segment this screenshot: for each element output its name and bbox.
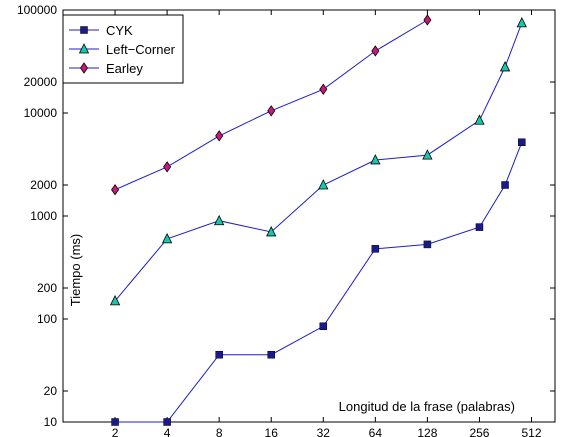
data-point-earley — [267, 105, 276, 117]
data-point-earley — [423, 14, 432, 26]
y-tick-label: 200 — [37, 281, 57, 295]
x-tick-label: 512 — [521, 426, 541, 437]
legend-marker — [78, 43, 90, 54]
data-point-cyk — [111, 418, 119, 426]
y-tick-label: 10 — [44, 415, 58, 429]
series-left-corner — [109, 16, 527, 306]
data-point-left-corner — [370, 154, 381, 165]
data-point-earley — [111, 184, 120, 196]
legend-item-cyk: CYK — [69, 23, 133, 38]
legend-item-left-corner: Left−Corner — [69, 42, 176, 57]
legend-label: Earley — [106, 61, 143, 76]
data-point-cyk — [501, 181, 509, 189]
y-tick-label: 10000 — [24, 106, 58, 120]
legend-marker — [80, 26, 88, 34]
legend-item-earley: Earley — [69, 61, 143, 76]
y-tick-label: 1000 — [30, 209, 57, 223]
x-tick-label: 8 — [216, 426, 223, 437]
y-tick-label: 100 — [37, 312, 57, 326]
y-tick-label: 2000 — [30, 178, 57, 192]
x-tick-label: 16 — [265, 426, 279, 437]
data-point-cyk — [423, 240, 432, 249]
x-axis-label: Longitud de la frase (palabras) — [339, 399, 515, 414]
data-point-left-corner — [516, 16, 527, 28]
data-point-left-corner — [266, 226, 277, 237]
series-line-cyk — [115, 142, 523, 423]
data-point-earley — [215, 130, 224, 142]
data-point-cyk — [215, 350, 223, 359]
data-point-cyk — [319, 322, 328, 331]
y-tick-label: 20 — [44, 384, 58, 398]
legend: CYK Left−Corner Earley — [62, 14, 184, 84]
data-point-earley — [319, 83, 328, 95]
x-tick-label: 32 — [317, 426, 331, 437]
data-point-left-corner — [499, 61, 511, 72]
data-point-cyk — [518, 138, 526, 147]
x-tick-label: 64 — [369, 426, 383, 437]
legend-label: Left−Corner — [106, 42, 176, 57]
series-cyk — [111, 138, 526, 426]
data-point-earley — [371, 45, 380, 57]
series-earley — [111, 14, 432, 196]
x-tick-label: 128 — [417, 426, 437, 437]
series-line-left-corner — [114, 22, 523, 302]
data-point-left-corner — [109, 294, 121, 306]
axis-ticks: 2 4 8 16 32 64 128 256 512 10 20 100 200 1000 2000 1000… — [17, 3, 555, 437]
x-tick-label: 4 — [164, 426, 171, 437]
data-point-cyk — [475, 223, 484, 231]
series-group — [109, 14, 527, 426]
legend-marker — [80, 62, 88, 74]
y-tick-label: 20000 — [24, 75, 58, 89]
data-point-cyk — [163, 418, 171, 426]
data-point-left-corner — [161, 232, 173, 244]
y-axis-label: Tiempo (ms) — [68, 234, 83, 306]
y-tick-label: 100000 — [17, 3, 57, 17]
x-tick-label: 256 — [469, 426, 489, 437]
data-point-left-corner — [214, 214, 225, 226]
legend-label: CYK — [106, 23, 133, 38]
data-point-left-corner — [318, 179, 329, 190]
x-tick-label: 2 — [112, 426, 119, 437]
data-point-cyk — [267, 350, 275, 359]
data-point-earley — [163, 161, 172, 173]
data-point-left-corner — [422, 149, 433, 160]
data-point-left-corner — [474, 114, 485, 125]
data-point-cyk — [371, 245, 380, 253]
